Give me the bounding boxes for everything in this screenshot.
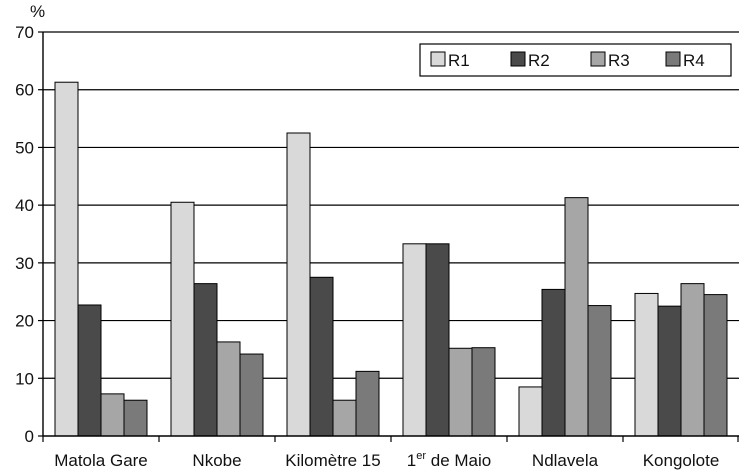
- bar-r1-0: [54, 81, 79, 437]
- x-tick-labels: Matola Gare Nkobe Kilomètre 15 1er de Maio N…: [54, 450, 719, 470]
- bar-r3-0: [100, 393, 125, 437]
- x-tick-label-5: Kongolote: [643, 451, 720, 470]
- bar-r1-1: [170, 201, 195, 437]
- legend-swatch-r3: [590, 51, 606, 67]
- bar-r4-3: [471, 347, 496, 437]
- x-tick-label-4: Ndlavela: [532, 451, 599, 470]
- bar-r2-5: [657, 305, 682, 437]
- y-tick-label-0: 0: [25, 427, 34, 446]
- bar-r3-3: [448, 347, 473, 437]
- bar-r2-0: [77, 304, 102, 437]
- y-tick-label-40: 40: [15, 196, 34, 215]
- bar-r2-4: [541, 288, 566, 437]
- bars: [54, 81, 728, 437]
- y-tick-label-30: 30: [15, 254, 34, 273]
- y-tick-label-20: 20: [15, 312, 34, 331]
- bar-r4-2: [355, 370, 380, 437]
- bar-r4-1: [239, 353, 264, 437]
- bar-r3-5: [680, 283, 705, 437]
- bar-r3-2: [332, 399, 357, 437]
- y-tick-label-60: 60: [15, 81, 34, 100]
- legend-label-r3: R3: [608, 51, 630, 70]
- bar-r4-0: [123, 399, 148, 437]
- legend: R1 R2 R3 R4: [419, 43, 732, 77]
- bar-r1-4: [518, 386, 543, 437]
- bar-r4-4: [587, 305, 612, 437]
- bar-r2-1: [193, 283, 218, 437]
- legend-swatch-r4: [665, 51, 681, 67]
- axes: [38, 31, 739, 442]
- legend-swatch-r2: [510, 51, 526, 67]
- y-tick-label-10: 10: [15, 369, 34, 388]
- legend-label-r1: R1: [448, 51, 470, 70]
- bar-r3-1: [216, 341, 241, 437]
- bar-r1-3: [402, 243, 427, 437]
- bar-r2-3: [425, 243, 450, 437]
- x-tick-label-2: Kilomètre 15: [285, 451, 380, 470]
- bar-r4-5: [703, 294, 728, 437]
- legend-label-r2: R2: [528, 51, 550, 70]
- bar-r2-2: [309, 276, 334, 437]
- bar-r1-5: [634, 292, 659, 437]
- y-tick-label-50: 50: [15, 138, 34, 157]
- x-tick-label-3: 1er de Maio: [407, 450, 491, 470]
- x-tick-label-1: Nkobe: [192, 451, 241, 470]
- y-tick-labels: 0 10 20 30 40 50 60 70: [15, 23, 34, 446]
- y-tick-label-70: 70: [15, 23, 34, 42]
- legend-swatch-r1: [430, 51, 446, 67]
- bar-r3-4: [564, 197, 589, 437]
- legend-label-r4: R4: [683, 51, 705, 70]
- bar-r1-2: [286, 132, 311, 437]
- gridlines: [43, 31, 739, 379]
- x-tick-label-0: Matola Gare: [54, 451, 148, 470]
- y-axis-unit-label: %: [30, 2, 45, 21]
